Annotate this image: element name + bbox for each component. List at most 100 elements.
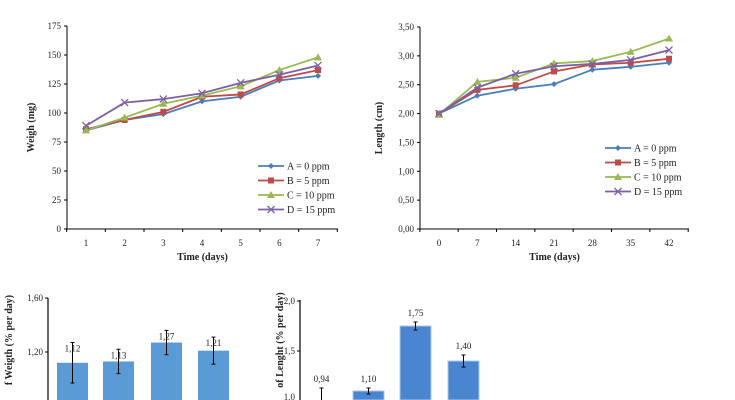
x-marker	[550, 62, 558, 71]
x-marker	[665, 46, 673, 55]
data-label: 1,13	[111, 350, 127, 360]
line-chart-2: 0,00 0,50 1,00 1,50 2,00 2,50 3,00 3,50 0 7 14 21 28…	[374, 22, 689, 263]
x-marker	[82, 121, 90, 130]
x-tick-label: 42	[665, 238, 674, 248]
diamond-marker	[474, 92, 481, 99]
y-tick-label: 2,50	[398, 80, 414, 90]
series-line	[438, 37, 670, 116]
square-marker	[627, 59, 634, 66]
legend-label: C = 10 ppm	[634, 173, 682, 184]
x-tick-label: 21	[550, 238, 559, 248]
x-marker	[198, 89, 206, 98]
x-tick-label: 4	[200, 238, 205, 248]
x-axis-title: Time (days)	[529, 252, 580, 263]
square-marker	[551, 68, 557, 75]
x-marker	[511, 69, 520, 78]
y-tick-label: 0,50	[398, 195, 414, 205]
y-tick-label: 2,00	[398, 109, 414, 119]
x-tick-label: 5	[238, 238, 243, 248]
triangle-marker	[511, 73, 520, 81]
x-marker	[275, 70, 284, 79]
triangle-marker	[159, 99, 168, 107]
y-tick-label: 1,20	[27, 347, 43, 357]
data-label: 1,12	[65, 344, 81, 354]
diamond-marker	[589, 66, 596, 73]
error-bar	[366, 387, 371, 395]
legend-label: D = 15 ppm	[634, 187, 682, 198]
x-marker	[614, 187, 622, 196]
diamond-marker	[268, 163, 274, 169]
y-tick-label: 125	[48, 79, 62, 89]
bar-chart-1: 1,12 1,13 1,27 1,21 1,20 1,60 f Weigth (% per …	[4, 293, 229, 400]
error-bar	[164, 329, 169, 356]
y-tick-label: 1,00	[398, 166, 414, 176]
x-marker	[267, 205, 275, 214]
y-tick-label: 0	[57, 224, 62, 234]
y-tick-label: 175	[48, 21, 62, 31]
square-marker	[276, 75, 283, 82]
error-bar	[116, 348, 121, 375]
series-x	[82, 61, 322, 130]
triangle-marker	[198, 91, 206, 99]
triangle-marker	[665, 34, 673, 42]
x-marker	[120, 98, 129, 107]
triangle-marker	[267, 191, 275, 198]
legend-label: B = 5 ppm	[634, 158, 677, 169]
data-label: 1,10	[361, 374, 377, 384]
x-tick-label: 0	[437, 238, 442, 248]
y-tick-label: 150	[48, 50, 62, 60]
series-x	[435, 46, 673, 118]
x-tick-label: 35	[626, 238, 636, 248]
series-diamond	[436, 59, 672, 117]
square-marker	[512, 82, 519, 89]
square-marker	[666, 55, 672, 62]
y-tick-label: 3,50	[398, 22, 414, 32]
square-marker	[268, 177, 274, 184]
error-bar	[461, 354, 466, 368]
diamond-marker	[615, 145, 621, 151]
diamond-marker	[315, 72, 321, 79]
x-marker	[626, 55, 635, 64]
legend-label: D = 15 ppm	[287, 205, 335, 216]
x-tick-label: 7	[316, 238, 321, 248]
x-marker	[314, 61, 322, 70]
data-label: 1,40	[456, 341, 472, 351]
error-bar	[319, 387, 324, 400]
y-tick-label: 100	[48, 108, 62, 118]
y-tick-label: 3,00	[398, 51, 414, 61]
x-tick-label: 6	[277, 238, 282, 248]
data-label: 1,75	[408, 308, 424, 318]
series-triangle	[82, 53, 322, 134]
y-tick-label: 0,00	[398, 224, 414, 234]
legend-label: A = 0 ppm	[287, 162, 330, 173]
y-axis-title: Weigh (mg)	[26, 103, 37, 153]
y-axis-title: of Lenght (% per day)	[275, 292, 286, 387]
triangle-marker	[236, 82, 245, 90]
y-tick-label: 2,0	[284, 296, 296, 306]
y-tick-label: 75	[52, 137, 62, 147]
x-marker	[435, 109, 443, 118]
y-tick-label: 1,50	[398, 137, 414, 147]
legend-label: A = 0 ppm	[634, 144, 677, 155]
x-marker	[588, 59, 597, 68]
x-axis-title: Time (days)	[177, 252, 228, 263]
triangle-marker	[626, 47, 635, 55]
bar	[399, 325, 432, 400]
y-axis-title: f Weigth (% per day)	[4, 295, 15, 385]
square-marker	[315, 67, 321, 74]
y-tick-label: 50	[52, 166, 62, 176]
y-tick-label: 1,60	[27, 293, 43, 303]
data-label: 1,21	[206, 338, 222, 348]
diamond-marker	[199, 98, 205, 105]
series-diamond	[83, 72, 321, 134]
bar-chart-2: 0,94 1,10 1,75 1,40 1,0 1,5 2,0of Lenght (% pe…	[275, 292, 480, 400]
y-tick-label: 1,5	[284, 346, 296, 356]
x-tick-label: 7	[475, 238, 480, 248]
x-marker	[159, 95, 168, 104]
triangle-marker	[614, 173, 622, 180]
square-marker	[237, 91, 244, 98]
triangle-marker	[314, 53, 322, 61]
x-tick-label: 28	[588, 238, 598, 248]
error-bar	[70, 342, 75, 384]
